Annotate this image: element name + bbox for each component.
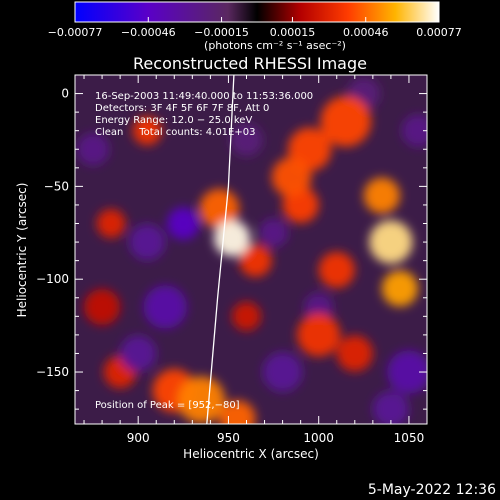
emission-blob	[297, 313, 341, 357]
negative-blob	[76, 133, 110, 166]
emission-blob	[363, 177, 400, 214]
x-tick-label: 1000	[303, 431, 334, 445]
colorbar-tick-label: −0.00077	[48, 26, 103, 39]
colorbar: −0.00077 −0.00046 −0.00015 0.00015 0.00046 0.…	[48, 1, 462, 52]
x-tick-label: 900	[127, 431, 150, 445]
negative-blob	[230, 123, 263, 157]
emission-blob	[213, 220, 251, 257]
negative-blob	[143, 285, 187, 329]
annotation-detectors: Detectors: 3F 4F 5F 6F 7F 8F, Att 0	[95, 103, 269, 114]
y-tick-label: 0	[61, 87, 69, 101]
annotation-energy-range: Energy Range: 12.0 − 25.0 keV	[95, 115, 252, 126]
y-tick-label: −100	[36, 272, 69, 286]
emission-blob	[96, 209, 126, 238]
negative-blob	[120, 335, 157, 372]
heatmap-area	[75, 75, 427, 424]
emission-blob	[369, 220, 413, 264]
annotation-clean-counts: Clean Total counts: 4.01E+03	[95, 127, 255, 138]
y-tick-label: −150	[36, 365, 69, 379]
colorbar-tick-label: −0.00046	[121, 26, 176, 39]
emission-blob	[199, 188, 240, 229]
negative-blob	[129, 224, 166, 261]
emission-blob	[336, 335, 373, 372]
solar-limb-line	[206, 75, 235, 424]
negative-blob	[167, 207, 200, 240]
emission-blob	[318, 251, 355, 288]
emission-blob	[239, 244, 272, 277]
emission-blob	[271, 157, 312, 197]
emission-blob	[232, 301, 261, 331]
emission-blob	[320, 96, 372, 147]
negative-blob	[262, 352, 303, 392]
emission-blob	[177, 376, 225, 424]
y-tick-label: −50	[44, 179, 69, 193]
colorbar-tick-label: 0.00077	[416, 26, 462, 39]
peak-position-label: Position of Peak = [952,−80]	[95, 400, 240, 411]
negative-blob	[304, 292, 334, 322]
emission-blob	[381, 270, 418, 307]
emission-blob	[132, 116, 162, 146]
y-axis-label: Heliocentric Y (arcsec)	[15, 183, 29, 318]
emission-blob	[84, 288, 121, 326]
colorbar-tick-label: 0.00046	[343, 26, 389, 39]
annotation-block: 16-Sep-2003 11:49:40.000 to 11:53:36.000…	[95, 91, 313, 138]
negative-blob	[372, 391, 409, 424]
rhessi-image-plot: Reconstructed RHESSI Image 900 950 1000 105…	[15, 54, 428, 461]
colorbar-gradient	[74, 1, 440, 23]
annotation-time-range: 16-Sep-2003 11:49:40.000 to 11:53:36.000	[95, 91, 313, 102]
colorbar-units: (photons cm⁻² s⁻¹ asec⁻²)	[204, 39, 346, 52]
colorbar-tick-label: 0.00015	[270, 26, 316, 39]
negative-blob	[259, 218, 289, 248]
negative-blob	[401, 114, 427, 147]
x-axis-label: Heliocentric X (arcsec)	[183, 447, 319, 461]
plot-frame	[74, 74, 428, 425]
x-tick-label: 950	[217, 431, 240, 445]
negative-blob	[387, 350, 427, 394]
date-stamp: 5-May-2022 12:36	[367, 482, 496, 498]
colorbar-tick-label: −0.00015	[194, 26, 249, 39]
plot-title: Reconstructed RHESSI Image	[133, 54, 367, 73]
x-tick-label: 1050	[394, 431, 425, 445]
